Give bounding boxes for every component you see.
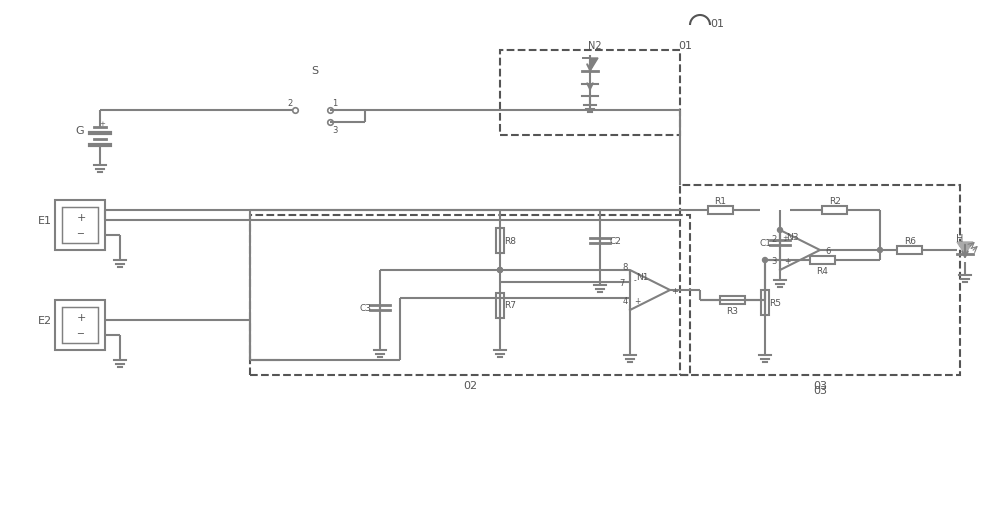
Polygon shape xyxy=(582,59,598,72)
Text: G: G xyxy=(76,126,84,136)
Text: R1: R1 xyxy=(714,197,726,206)
Text: 3: 3 xyxy=(332,125,338,134)
Circle shape xyxy=(878,248,882,253)
Text: 2: 2 xyxy=(287,98,293,107)
Text: 1: 1 xyxy=(332,98,338,107)
Text: 03: 03 xyxy=(813,380,827,390)
Bar xyxy=(55,300,105,350)
Polygon shape xyxy=(957,242,973,255)
Bar xyxy=(708,207,732,215)
Text: R4: R4 xyxy=(817,266,828,275)
Text: N2: N2 xyxy=(588,41,602,51)
Bar xyxy=(55,200,105,250)
Text: C3: C3 xyxy=(359,304,371,313)
Bar xyxy=(62,308,98,343)
Text: 3: 3 xyxy=(772,256,777,265)
Text: 6: 6 xyxy=(825,246,830,255)
Text: +: + xyxy=(76,313,86,322)
Text: -: - xyxy=(634,276,637,285)
Text: R2: R2 xyxy=(829,197,841,206)
Bar xyxy=(720,296,745,305)
Text: ─: ─ xyxy=(77,328,83,338)
Text: +: + xyxy=(634,296,640,305)
Text: R6: R6 xyxy=(904,237,916,246)
Text: R3: R3 xyxy=(726,306,738,315)
Circle shape xyxy=(498,268,503,273)
Text: +: + xyxy=(782,234,788,240)
Text: E2: E2 xyxy=(38,316,52,325)
Text: +: + xyxy=(76,213,86,223)
Bar xyxy=(897,246,922,255)
Text: +: + xyxy=(672,286,678,295)
Text: +: + xyxy=(99,121,105,127)
Bar xyxy=(496,228,504,253)
Text: ─: ─ xyxy=(77,229,83,238)
Text: E1: E1 xyxy=(38,216,52,226)
Text: 01: 01 xyxy=(678,41,692,51)
Bar xyxy=(680,186,960,375)
Circle shape xyxy=(498,268,503,273)
Text: 8: 8 xyxy=(622,263,628,272)
Text: N1: N1 xyxy=(636,273,648,282)
Bar xyxy=(761,290,769,316)
Text: R7: R7 xyxy=(504,301,516,310)
Text: N3: N3 xyxy=(786,233,798,242)
Text: 7: 7 xyxy=(620,278,625,287)
Text: +: + xyxy=(784,256,790,265)
Text: R8: R8 xyxy=(504,236,516,245)
Text: H: H xyxy=(956,233,964,243)
Circle shape xyxy=(778,228,782,233)
Text: 01: 01 xyxy=(710,19,724,29)
Bar xyxy=(62,208,98,243)
Text: R5: R5 xyxy=(769,298,781,308)
Text: -: - xyxy=(784,236,787,245)
Text: 4: 4 xyxy=(622,296,628,305)
Bar xyxy=(496,293,504,318)
Bar xyxy=(500,51,680,136)
Text: 03: 03 xyxy=(813,385,827,395)
Text: 02: 02 xyxy=(463,380,477,390)
Text: 2: 2 xyxy=(772,234,777,243)
Circle shape xyxy=(763,258,768,263)
Bar xyxy=(810,257,835,265)
Bar xyxy=(822,207,847,215)
Text: C2: C2 xyxy=(609,236,621,245)
Text: C1: C1 xyxy=(759,238,771,247)
Text: S: S xyxy=(311,66,319,76)
Bar xyxy=(250,216,690,375)
